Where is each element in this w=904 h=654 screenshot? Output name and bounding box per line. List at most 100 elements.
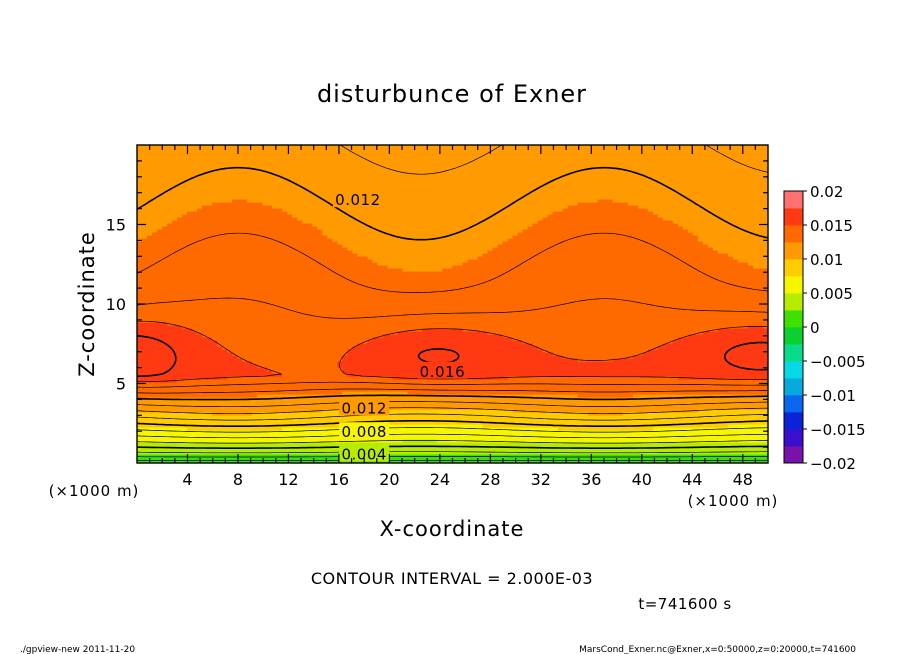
field-cell <box>312 265 318 269</box>
field-cell <box>137 460 143 463</box>
field-cell <box>307 322 313 326</box>
field-cell <box>147 331 153 335</box>
field-cell <box>262 247 268 251</box>
field-cell <box>242 433 248 437</box>
field-cell <box>312 271 318 275</box>
field-cell <box>317 451 323 455</box>
field-cell <box>212 409 218 413</box>
field-cell <box>192 259 198 263</box>
field-cell <box>152 361 158 365</box>
field-cell <box>322 403 328 407</box>
field-cell <box>187 343 193 347</box>
field-cell <box>232 313 238 317</box>
field-cell <box>162 319 168 323</box>
field-cell <box>297 301 303 305</box>
field-cell <box>272 238 278 242</box>
field-cell <box>282 259 288 263</box>
field-cell <box>202 241 208 245</box>
field-cell <box>197 259 203 263</box>
field-cell <box>242 184 248 188</box>
field-cell <box>177 415 183 419</box>
field-cell <box>252 238 258 242</box>
field-cell <box>307 268 313 272</box>
field-cell <box>152 346 158 350</box>
field-cell <box>152 268 158 272</box>
field-cell <box>262 433 268 437</box>
field-cell <box>147 211 153 215</box>
field-cell <box>272 229 278 233</box>
field-cell <box>217 208 223 212</box>
field-cell <box>272 337 278 341</box>
field-cell <box>197 361 203 365</box>
field-cell <box>307 262 313 266</box>
field-cell <box>277 163 283 167</box>
field-cell <box>192 292 198 296</box>
field-cell <box>172 454 178 458</box>
field-cell <box>222 442 228 446</box>
field-cell <box>267 175 273 179</box>
field-cell <box>277 352 283 356</box>
field-cell <box>182 271 188 275</box>
field-cell <box>287 358 293 362</box>
field-cell <box>267 160 273 164</box>
field-cell <box>237 301 243 305</box>
field-cell <box>172 220 178 224</box>
field-cell <box>252 160 258 164</box>
field-cell <box>182 457 188 461</box>
field-cell <box>287 229 293 233</box>
field-cell <box>242 298 248 302</box>
field-cell <box>142 334 148 338</box>
field-cell <box>177 370 183 374</box>
field-cell <box>307 148 313 152</box>
field-cell <box>212 364 218 368</box>
field-cell <box>317 361 323 365</box>
field-cell <box>152 400 158 404</box>
field-cell <box>172 253 178 257</box>
field-cell <box>147 406 153 410</box>
field-cell <box>172 325 178 329</box>
field-cell <box>312 184 318 188</box>
field-cell <box>167 364 173 368</box>
field-cell <box>222 259 228 263</box>
field-cell <box>182 289 188 293</box>
field-cell <box>237 274 243 278</box>
field-cell <box>312 148 318 152</box>
field-cell <box>282 286 288 290</box>
field-cell <box>277 199 283 203</box>
field-cell <box>312 169 318 173</box>
field-cell <box>322 460 328 463</box>
field-cell <box>292 151 298 155</box>
field-cell <box>247 241 253 245</box>
field-cell <box>292 328 298 332</box>
field-cell <box>222 355 228 359</box>
field-cell <box>177 442 183 446</box>
field-cell <box>187 373 193 377</box>
field-cell <box>322 313 328 317</box>
field-cell <box>252 373 258 377</box>
field-cell <box>277 346 283 350</box>
field-cell <box>207 388 213 392</box>
field-cell <box>287 244 293 248</box>
field-cell <box>197 331 203 335</box>
field-cell <box>262 415 268 419</box>
field-cell <box>167 229 173 233</box>
field-cell <box>152 424 158 428</box>
field-cell <box>217 298 223 302</box>
field-cell <box>172 448 178 452</box>
field-cell <box>157 454 163 458</box>
field-cell <box>267 460 273 463</box>
field-cell <box>172 412 178 416</box>
field-cell <box>177 352 183 356</box>
field-cell <box>187 388 193 392</box>
field-cell <box>192 355 198 359</box>
field-cell <box>267 232 273 236</box>
field-cell <box>232 193 238 197</box>
field-cell <box>147 346 153 350</box>
field-cell <box>277 445 283 449</box>
field-cell <box>197 310 203 314</box>
field-cell <box>297 460 303 463</box>
field-cell <box>297 175 303 179</box>
field-cell <box>157 394 163 398</box>
field-cell <box>297 190 303 194</box>
field-cell <box>262 439 268 443</box>
